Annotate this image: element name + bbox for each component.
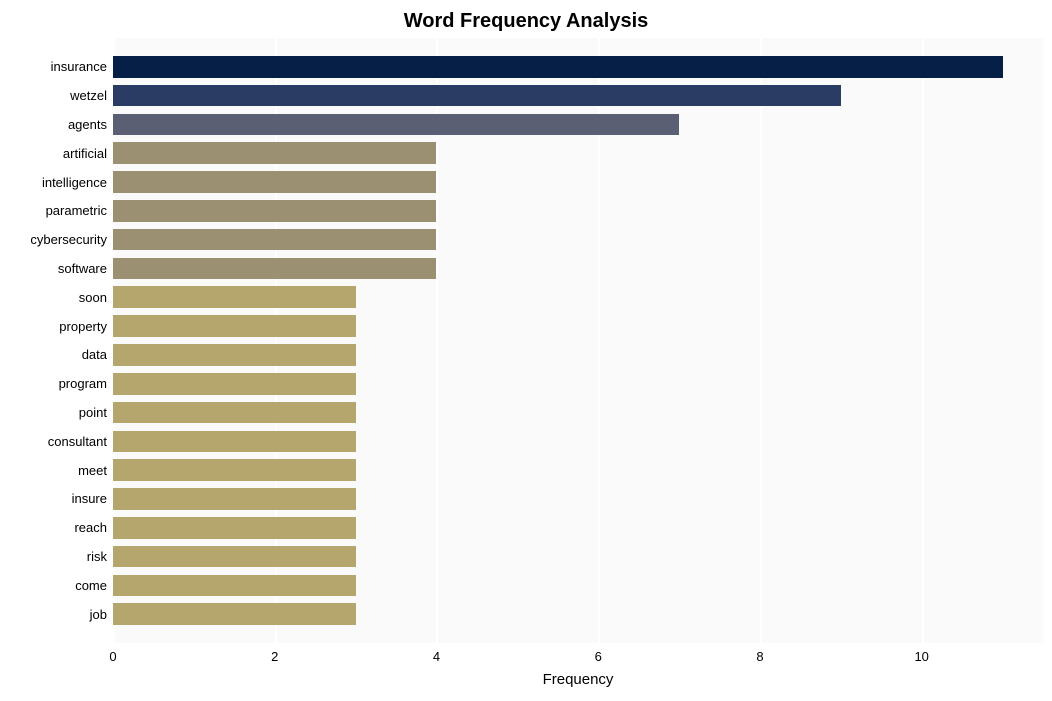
grid-line xyxy=(760,38,762,643)
bar xyxy=(113,142,436,164)
y-tick-label: meet xyxy=(78,463,107,478)
grid-line xyxy=(922,38,924,643)
bar xyxy=(113,315,356,337)
y-tick-label: reach xyxy=(74,520,107,535)
bar xyxy=(113,114,679,136)
y-tick-label: data xyxy=(82,347,107,362)
x-tick-label: 8 xyxy=(756,649,763,664)
bar xyxy=(113,258,436,280)
y-tick-label: come xyxy=(75,578,107,593)
y-tick-label: insure xyxy=(72,491,107,506)
x-tick-label: 2 xyxy=(271,649,278,664)
y-tick-label: cybersecurity xyxy=(30,232,107,247)
bar xyxy=(113,373,356,395)
y-tick-label: software xyxy=(58,261,107,276)
y-tick-label: wetzel xyxy=(70,88,107,103)
plot-area xyxy=(113,38,1043,643)
bar xyxy=(113,200,436,222)
bar xyxy=(113,459,356,481)
chart-container: Word Frequency Analysis Frequency insura… xyxy=(0,0,1052,701)
y-tick-label: soon xyxy=(79,290,107,305)
bar xyxy=(113,229,436,251)
x-tick-label: 4 xyxy=(433,649,440,664)
y-tick-label: consultant xyxy=(48,434,107,449)
bar xyxy=(113,488,356,510)
x-axis-label: Frequency xyxy=(113,671,1043,688)
bar xyxy=(113,286,356,308)
bar xyxy=(113,171,436,193)
y-tick-label: risk xyxy=(87,549,107,564)
bar xyxy=(113,402,356,424)
x-tick-label: 0 xyxy=(109,649,116,664)
y-tick-label: parametric xyxy=(46,203,107,218)
x-tick-label: 10 xyxy=(914,649,928,664)
bar xyxy=(113,56,1003,78)
chart-title: Word Frequency Analysis xyxy=(0,10,1052,33)
bar xyxy=(113,546,356,568)
y-tick-label: point xyxy=(79,405,107,420)
bar xyxy=(113,344,356,366)
y-tick-label: artificial xyxy=(63,146,107,161)
y-tick-label: job xyxy=(90,607,107,622)
bar xyxy=(113,575,356,597)
bar xyxy=(113,603,356,625)
x-tick-label: 6 xyxy=(595,649,602,664)
y-tick-label: agents xyxy=(68,117,107,132)
y-tick-label: intelligence xyxy=(42,175,107,190)
bar xyxy=(113,517,356,539)
y-tick-label: program xyxy=(59,376,107,391)
bar xyxy=(113,431,356,453)
y-tick-label: insurance xyxy=(51,59,107,74)
y-tick-label: property xyxy=(59,319,107,334)
bar xyxy=(113,85,841,107)
